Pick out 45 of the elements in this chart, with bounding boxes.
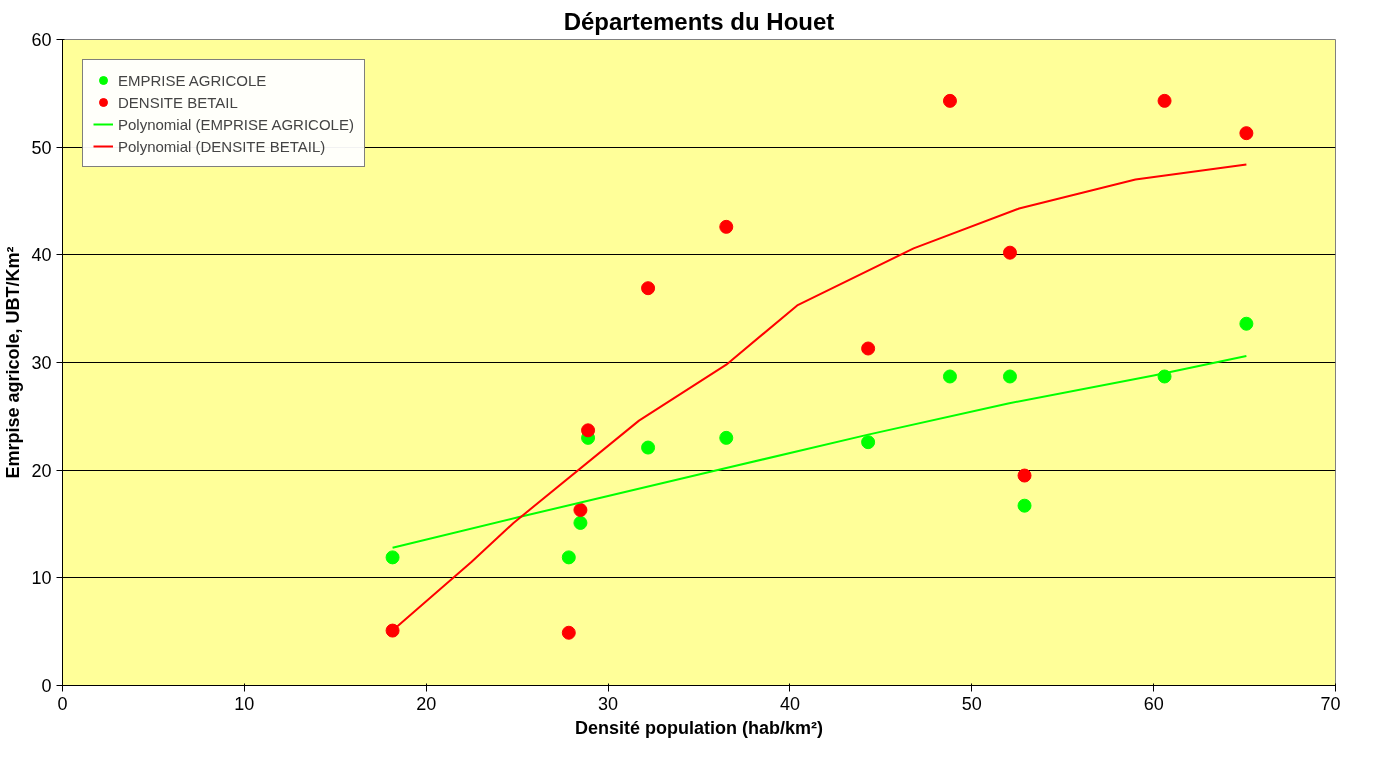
x-axis-title: Densité population (hab/km²) (575, 717, 824, 738)
y-tick-label: 0 (41, 676, 52, 696)
point (573, 515, 588, 530)
point (1017, 468, 1032, 483)
x-tick-label: 70 (1320, 693, 1341, 714)
y-tick-label: 10 (31, 568, 52, 589)
line-series (391, 355, 1248, 549)
x-tick-label: 30 (598, 693, 619, 714)
point (573, 503, 588, 517)
x-tick-label: 10 (234, 693, 255, 714)
legend-label: Polynomial (DENSITE BETAIL) (118, 137, 326, 155)
point (942, 369, 957, 384)
x-tick-label: 20 (416, 693, 437, 714)
point (861, 341, 876, 356)
y-axis-title: Emrpise agricole, UBT/Km² (3, 246, 24, 479)
y-tick-label: 20 (31, 460, 52, 481)
point (561, 625, 576, 640)
point (561, 550, 576, 565)
point (861, 435, 876, 450)
y-tick-label: 60 (31, 30, 52, 50)
point (581, 423, 596, 438)
point (1002, 369, 1017, 384)
x-tick-label: 50 (961, 693, 982, 714)
y-tick-label: 40 (31, 245, 52, 266)
point (1239, 126, 1254, 141)
x-tick-label: 40 (779, 693, 800, 714)
y-tick-label: 30 (31, 353, 52, 373)
point (641, 440, 656, 455)
legend-label: EMPRISE AGRICOLE (118, 71, 267, 89)
point (942, 93, 957, 108)
point (385, 550, 400, 565)
legend-label: Polynomial (EMPRISE AGRICOLE) (118, 115, 354, 133)
x-tick-label: 0 (57, 693, 68, 714)
x-tick-label: 60 (1143, 693, 1164, 714)
point (719, 219, 734, 234)
point (385, 623, 400, 638)
legend-label: DENSITE BETAIL (118, 93, 238, 111)
point (641, 281, 656, 296)
chart-title: Départements du Houet (563, 7, 835, 35)
point (1157, 93, 1172, 108)
point (1002, 245, 1017, 260)
point (1239, 316, 1254, 331)
point (1017, 498, 1032, 513)
y-tick-label: 50 (31, 137, 52, 158)
point (719, 430, 734, 445)
